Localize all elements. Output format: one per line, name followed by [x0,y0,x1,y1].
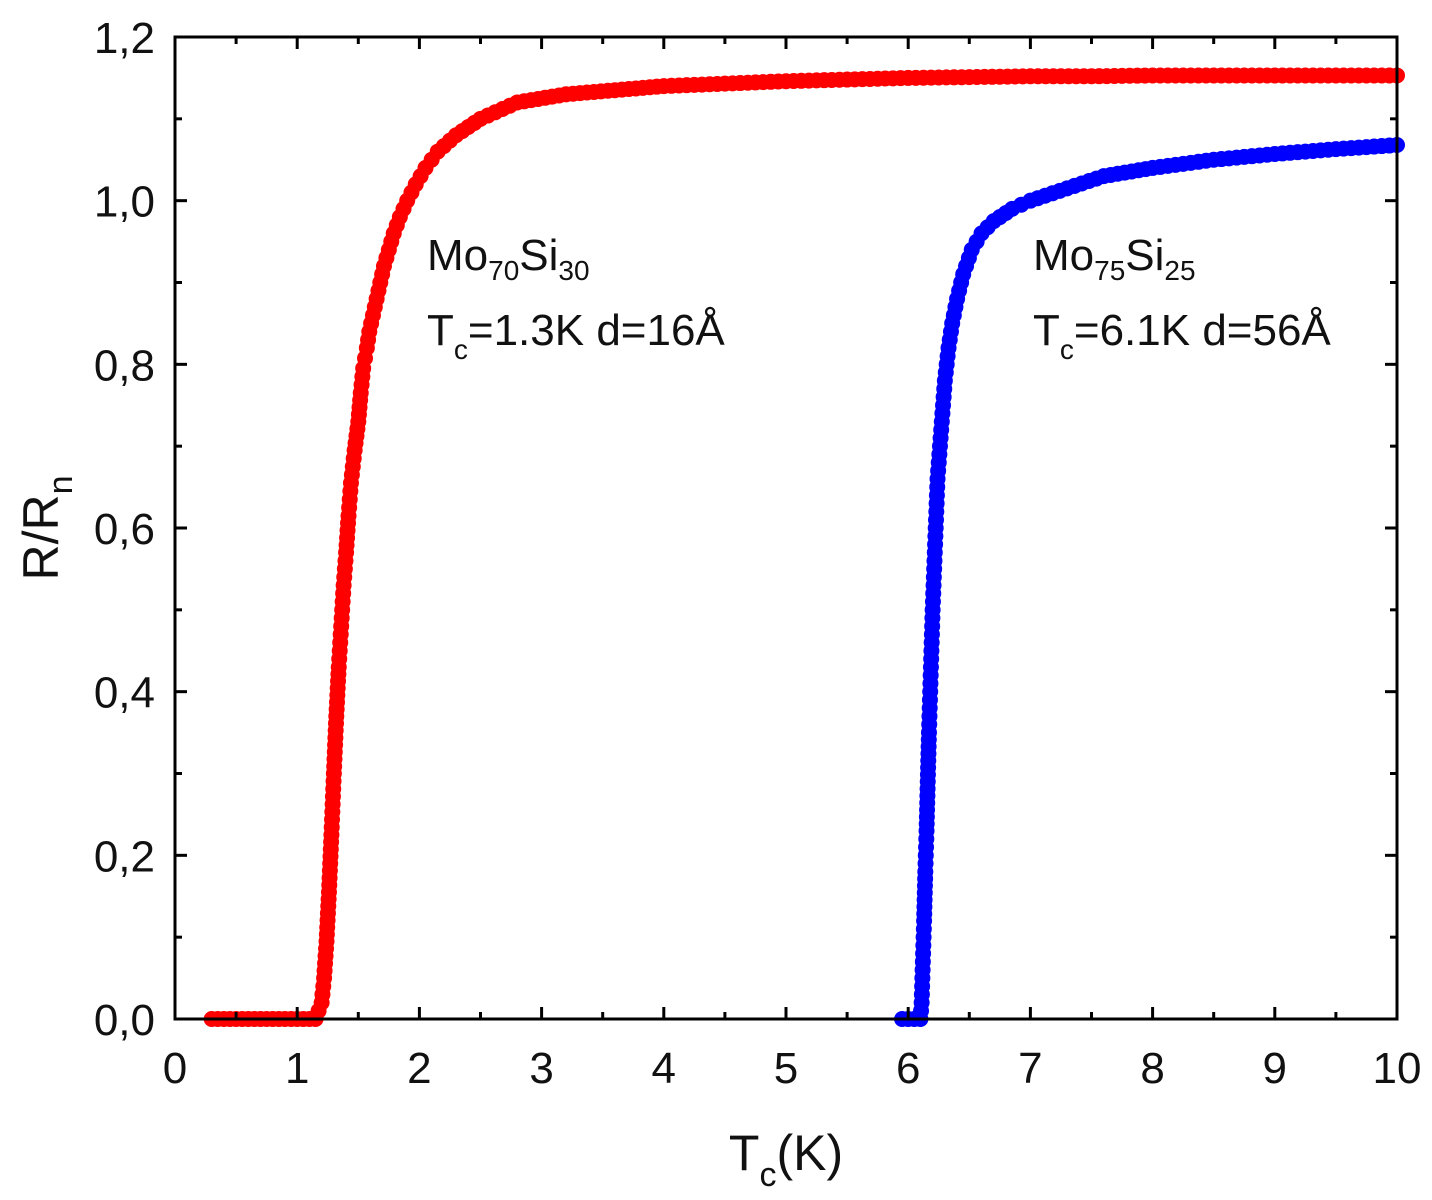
y-tick-labels: 0,0 0,2 0,4 0,6 0,8 1,0 1,2 [94,14,155,1045]
annotation-mo70si30-line2: Tc=1.3K d=16Å [427,306,725,365]
x-tick-label: 0 [163,1044,187,1093]
series-mo70si30 [203,67,1405,1027]
x-tick-labels: 0 1 2 3 4 5 6 7 8 9 10 [163,1044,1422,1093]
x-axis-title: Tc(K) [729,1125,843,1194]
y-axis-title: R/Rn [13,475,80,580]
plot-frame [173,35,1399,1021]
x-tick-label: 2 [407,1044,431,1093]
y-tick-label: 0,0 [94,996,155,1045]
x-tick-label: 4 [652,1044,676,1093]
y-tick-label: 1,2 [94,14,155,63]
y-tick-label: 0,4 [94,669,155,718]
annotation-mo75si25-line2: Tc=6.1K d=56Å [1033,306,1331,365]
y-tick-label: 0,2 [94,832,155,881]
annotation-mo70si30: Mo70Si30 Tc=1.3K d=16Å [427,231,725,365]
x-tick-label: 10 [1373,1044,1422,1093]
y-tick-label: 0,6 [94,505,155,554]
x-tick-label: 8 [1140,1044,1164,1093]
annotation-mo75si25: Mo75Si25 Tc=6.1K d=56Å [1033,231,1331,365]
x-tick-label: 9 [1263,1044,1287,1093]
x-tick-label: 3 [529,1044,553,1093]
series-mo75si25 [894,137,1405,1027]
y-tick-label: 0,8 [94,341,155,390]
y-tick-label: 1,0 [94,178,155,227]
axis-ticks [173,35,1399,1021]
annotation-mo75si25-line1: Mo75Si25 [1033,231,1196,286]
x-tick-label: 6 [896,1044,920,1093]
annotation-mo70si30-line1: Mo70Si30 [427,231,590,286]
x-tick-label: 1 [285,1044,309,1093]
x-tick-label: 7 [1018,1044,1042,1093]
x-tick-label: 5 [774,1044,798,1093]
